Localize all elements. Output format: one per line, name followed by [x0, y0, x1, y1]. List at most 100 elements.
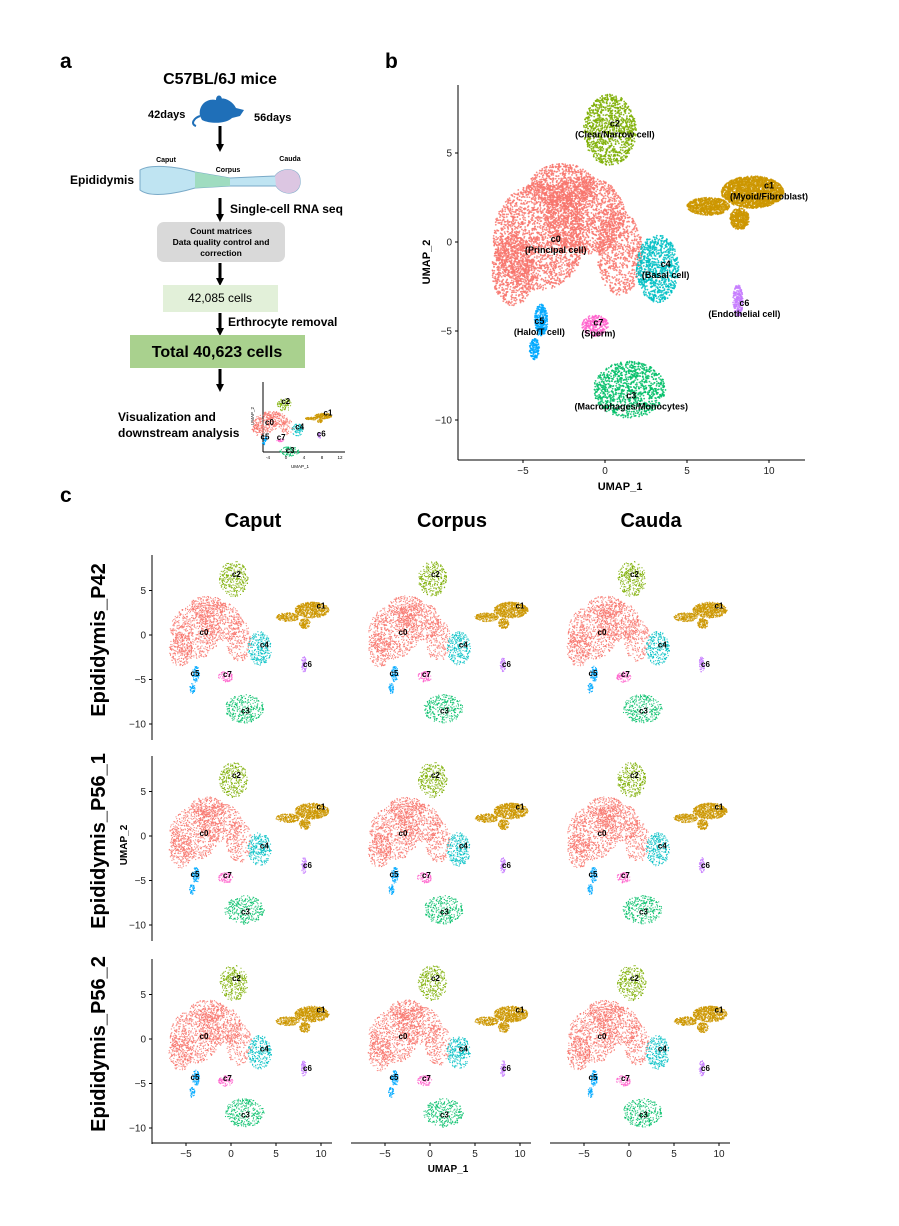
- cell-dot: [595, 227, 597, 229]
- cell-dot: [594, 240, 596, 242]
- cell-dot: [627, 217, 629, 219]
- cell-dot: [563, 273, 565, 275]
- cell-dot: [614, 215, 616, 217]
- cell-dot: [630, 250, 632, 252]
- cell-dot: [633, 269, 635, 271]
- cell-dot: [609, 285, 611, 287]
- cell-dot: [562, 224, 564, 226]
- cell-dot: [624, 217, 626, 219]
- cell-dot: [629, 226, 631, 228]
- cell-dot: [554, 209, 556, 211]
- cell-dot: [540, 211, 542, 213]
- cell-dot: [504, 227, 506, 229]
- cell-dot: [631, 234, 633, 236]
- cell-dot: [558, 274, 560, 276]
- cell-dot: [618, 291, 620, 293]
- cell-dot: [552, 183, 554, 185]
- cell-dot: [517, 228, 519, 230]
- cell-dot: [550, 214, 552, 216]
- cell-dot: [539, 223, 541, 225]
- cell-dot: [552, 261, 554, 263]
- cell-dot: [527, 224, 529, 226]
- cell-dot: [524, 196, 526, 198]
- cell-dot: [583, 180, 585, 182]
- cell-dot: [533, 272, 535, 274]
- cell-dot: [528, 230, 530, 232]
- cell-dot: [529, 196, 531, 198]
- cell-dot: [627, 220, 629, 222]
- cell-dot: [555, 282, 557, 284]
- cell-dot: [582, 198, 584, 200]
- cell-dot: [599, 231, 601, 233]
- cell-dot: [573, 192, 575, 194]
- cell-dot: [558, 163, 560, 165]
- cell-dot: [493, 245, 495, 247]
- cell-dot: [572, 262, 574, 264]
- cell-dot: [554, 201, 556, 203]
- cell-dot: [512, 217, 514, 219]
- cell-dot: [620, 219, 622, 221]
- cell-dot: [539, 264, 541, 266]
- cell-dot: [562, 182, 564, 184]
- cell-dot: [544, 172, 546, 174]
- cell-dot: [560, 181, 562, 183]
- cell-dot: [588, 218, 590, 220]
- cell-dot: [546, 174, 548, 176]
- cell-dot: [543, 178, 545, 180]
- cell-dot: [569, 238, 571, 240]
- cell-dot: [582, 232, 584, 234]
- cell-dot: [572, 236, 574, 238]
- cell-dot: [505, 224, 507, 226]
- cell-dot: [571, 221, 573, 223]
- cell-dot: [507, 226, 509, 228]
- cell-dot: [581, 179, 583, 181]
- cell-dot: [611, 200, 613, 202]
- cell-dot: [514, 221, 516, 223]
- age-label: 42days: [148, 109, 185, 121]
- cell-dot: [605, 270, 607, 272]
- cell-dot: [548, 221, 550, 223]
- cell-dot: [539, 209, 541, 211]
- cell-dot: [588, 192, 590, 194]
- cell-dot: [601, 212, 603, 214]
- cell-dot: [545, 272, 547, 274]
- cell-dot: [518, 264, 520, 266]
- cell-dot: [531, 265, 533, 267]
- cell-dot: [520, 203, 522, 205]
- cell-dot: [578, 225, 580, 227]
- cell-dot: [623, 263, 625, 265]
- cell-dot: [573, 177, 575, 179]
- cell-dot: [633, 283, 635, 285]
- cell-dot: [601, 270, 603, 272]
- cell-dot: [559, 210, 561, 212]
- cell-dot: [623, 291, 625, 293]
- cell-dot: [634, 238, 636, 240]
- cell-dot: [607, 252, 609, 254]
- cell-dot: [622, 228, 624, 230]
- cell-dot: [547, 269, 549, 271]
- cell-dot: [572, 164, 574, 166]
- cell-dot: [570, 180, 572, 182]
- cell-dot: [615, 280, 617, 282]
- cell-dot: [597, 202, 599, 204]
- cell-dot: [614, 203, 616, 205]
- cell-dot: [630, 280, 632, 282]
- cell-dot: [525, 281, 527, 283]
- cell-dot: [559, 268, 561, 270]
- cell-dot: [586, 223, 588, 225]
- cell-dot: [564, 256, 566, 258]
- cell-dot: [564, 264, 566, 266]
- cell-dot: [587, 172, 589, 174]
- cell-dot: [638, 248, 640, 250]
- cell-dot: [542, 229, 544, 231]
- cell-dot: [610, 197, 612, 199]
- cell-dot: [534, 220, 536, 222]
- cell-dot: [578, 216, 580, 218]
- cell-dot: [576, 223, 578, 225]
- cell-dot: [550, 185, 552, 187]
- cell-dot: [576, 256, 578, 258]
- cell-dot: [549, 216, 551, 218]
- cell-dot: [538, 198, 540, 200]
- cell-dot: [546, 182, 548, 184]
- cell-dot: [622, 289, 624, 291]
